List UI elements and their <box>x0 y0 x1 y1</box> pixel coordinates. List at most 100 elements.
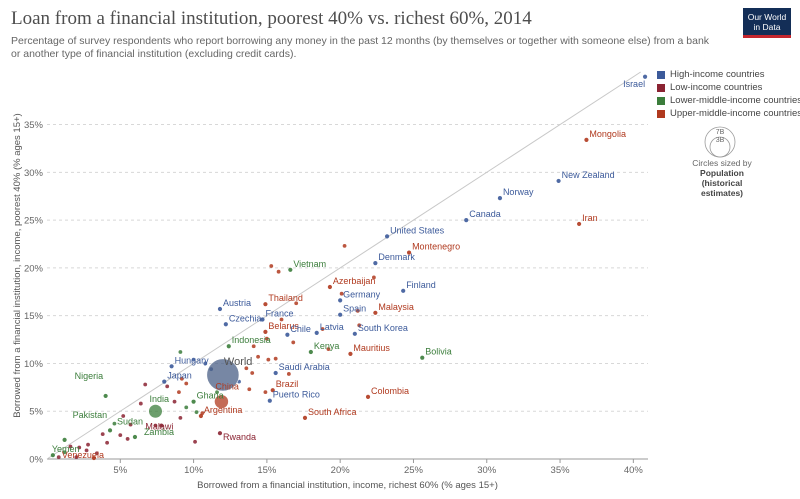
data-point[interactable] <box>326 347 331 352</box>
data-point[interactable] <box>148 404 163 419</box>
data-point[interactable] <box>251 344 256 349</box>
data-point[interactable] <box>138 401 143 406</box>
data-point[interactable] <box>217 431 223 436</box>
data-point[interactable] <box>406 250 412 255</box>
data-point[interactable] <box>314 330 319 335</box>
data-point[interactable] <box>165 384 170 389</box>
legend-item-high[interactable]: High-income countries <box>657 68 797 81</box>
data-point[interactable] <box>342 244 347 248</box>
data-point[interactable] <box>184 381 189 386</box>
data-point[interactable] <box>215 390 219 395</box>
data-point[interactable] <box>267 398 272 403</box>
data-point[interactable] <box>464 218 469 223</box>
data-point[interactable] <box>401 288 406 293</box>
data-point[interactable] <box>260 317 265 322</box>
data-point[interactable] <box>250 371 255 375</box>
data-point[interactable] <box>177 390 181 395</box>
legend-item-upper-middle[interactable]: Upper-middle-income countries <box>657 107 800 120</box>
data-point[interactable] <box>159 423 164 428</box>
data-point[interactable] <box>86 442 90 447</box>
data-point[interactable] <box>244 366 249 371</box>
data-point[interactable] <box>269 264 274 268</box>
data-point[interactable] <box>56 455 61 459</box>
legend-item-low[interactable]: Low-income countries <box>657 81 797 94</box>
data-point[interactable] <box>214 394 229 409</box>
data-point[interactable] <box>320 327 325 331</box>
data-point[interactable] <box>339 291 344 296</box>
data-point[interactable] <box>556 178 561 184</box>
data-point[interactable] <box>285 332 290 337</box>
data-point[interactable] <box>178 350 183 354</box>
data-point[interactable] <box>121 414 126 418</box>
data-point[interactable] <box>217 306 223 312</box>
data-point[interactable] <box>497 196 503 201</box>
data-point[interactable] <box>179 376 184 381</box>
data-point[interactable] <box>162 379 167 384</box>
data-point[interactable] <box>194 410 199 415</box>
data-point[interactable] <box>264 336 269 341</box>
data-point[interactable] <box>577 221 582 227</box>
data-point[interactable] <box>266 357 271 362</box>
data-point[interactable] <box>263 302 268 307</box>
data-point[interactable] <box>384 234 390 239</box>
data-point[interactable] <box>50 453 55 458</box>
data-point[interactable] <box>371 275 376 280</box>
data-point[interactable] <box>74 455 79 459</box>
data-point[interactable] <box>327 284 333 290</box>
data-point[interactable] <box>294 301 299 306</box>
data-point[interactable] <box>125 437 130 441</box>
data-point[interactable] <box>642 74 648 79</box>
data-point[interactable] <box>338 298 343 303</box>
data-point[interactable] <box>263 329 268 335</box>
data-point[interactable] <box>352 331 357 336</box>
data-point[interactable] <box>206 358 240 392</box>
data-point[interactable] <box>143 382 148 387</box>
data-point[interactable] <box>94 451 99 456</box>
data-point[interactable] <box>191 399 196 404</box>
data-point[interactable] <box>276 269 281 274</box>
data-point[interactable] <box>247 387 252 392</box>
data-point[interactable] <box>308 349 313 355</box>
data-point[interactable] <box>112 421 117 426</box>
data-point[interactable] <box>118 433 123 438</box>
data-point[interactable] <box>373 261 378 266</box>
data-point[interactable] <box>357 323 362 328</box>
data-point[interactable] <box>191 357 196 362</box>
data-point[interactable] <box>273 356 278 361</box>
data-point[interactable] <box>184 405 189 410</box>
data-point[interactable] <box>77 445 82 450</box>
data-point[interactable] <box>169 364 174 369</box>
data-point[interactable] <box>203 361 208 366</box>
data-point[interactable] <box>273 370 278 376</box>
data-point[interactable] <box>178 416 183 420</box>
data-point[interactable] <box>132 434 138 440</box>
data-point[interactable] <box>107 428 113 433</box>
data-point[interactable] <box>128 422 133 427</box>
data-point[interactable] <box>348 351 353 356</box>
data-point[interactable] <box>103 393 108 399</box>
data-point[interactable] <box>338 312 343 317</box>
data-point[interactable] <box>256 354 260 359</box>
data-point[interactable] <box>291 340 296 345</box>
data-point[interactable] <box>62 450 67 455</box>
data-point[interactable] <box>91 455 97 461</box>
data-point[interactable] <box>198 413 204 419</box>
data-point[interactable] <box>223 322 228 327</box>
data-point[interactable] <box>279 317 284 322</box>
data-point[interactable] <box>193 439 197 444</box>
legend-item-lower-middle[interactable]: Lower-middle-income countries <box>657 94 800 107</box>
data-point[interactable] <box>365 394 371 399</box>
data-point[interactable] <box>373 310 378 315</box>
data-point[interactable] <box>263 390 268 395</box>
data-point[interactable] <box>286 372 291 376</box>
data-point[interactable] <box>100 432 105 437</box>
data-point[interactable] <box>226 344 231 349</box>
data-point[interactable] <box>153 423 158 428</box>
data-point[interactable] <box>355 308 360 313</box>
data-point[interactable] <box>172 399 177 404</box>
data-point[interactable] <box>105 440 109 445</box>
data-point[interactable] <box>302 415 308 421</box>
data-point[interactable] <box>62 437 67 442</box>
data-point[interactable] <box>288 267 293 272</box>
data-point[interactable] <box>420 355 425 360</box>
